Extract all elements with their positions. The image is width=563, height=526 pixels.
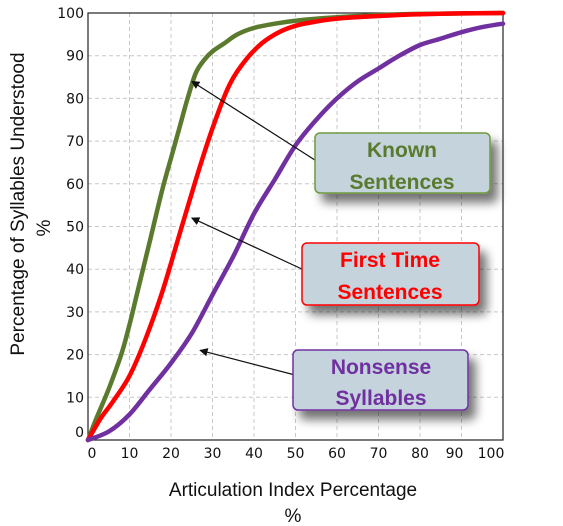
callout-arrow xyxy=(191,80,319,163)
y-tick-label: 100 xyxy=(57,6,84,22)
callout-arrow xyxy=(199,348,296,376)
x-tick-label: 30 xyxy=(204,446,222,462)
callout-arrow xyxy=(190,217,305,271)
x-tick-label: 0 xyxy=(88,446,97,462)
x-tick-label: 10 xyxy=(121,446,139,462)
y-tick-label: 80 xyxy=(66,91,84,107)
x-axis-unit: % xyxy=(285,506,302,526)
y-tick-label: 60 xyxy=(66,177,84,193)
series-lines xyxy=(85,10,506,443)
callout-first-time-sentences: First Time Sentences xyxy=(190,217,480,306)
plot-area xyxy=(87,12,504,441)
callout-line1: First Time xyxy=(340,249,440,272)
callouts: Known Sentences First Time Sentences Nonsens… xyxy=(190,80,491,411)
y-tick-label: 40 xyxy=(66,262,84,278)
callout-line1: Nonsense xyxy=(331,356,431,379)
y-tick-label: 30 xyxy=(66,305,84,321)
callout-line2: Syllables xyxy=(335,387,426,410)
x-tick-label: 90 xyxy=(446,446,464,462)
y-tick-label: 0 xyxy=(75,425,84,441)
x-tick-label: 20 xyxy=(162,446,180,462)
y-axis-title: Percentage of Syllables Understood xyxy=(8,52,29,355)
series-nonsense-syllables xyxy=(85,21,506,443)
y-axis-ticks: 0 10 20 30 40 50 60 70 80 90 100 xyxy=(57,6,84,441)
callout-box xyxy=(292,349,469,411)
callout-known-sentences: Known Sentences xyxy=(191,80,491,194)
x-tick-label: 40 xyxy=(245,446,263,462)
series-first-time-sentences xyxy=(85,10,506,443)
callout-line2: Sentences xyxy=(349,171,454,194)
x-tick-label: 70 xyxy=(370,446,388,462)
x-axis-ticks: 0 10 20 30 40 50 60 70 80 90 100 xyxy=(88,446,505,462)
x-axis-title: Articulation Index Percentage xyxy=(169,480,417,501)
y-tick-label: 70 xyxy=(66,134,84,150)
x-tick-label: 80 xyxy=(411,446,429,462)
y-tick-label: 10 xyxy=(66,390,84,406)
callout-box xyxy=(314,132,491,194)
x-tick-label: 100 xyxy=(478,446,505,462)
x-tick-label: 60 xyxy=(328,446,346,462)
y-axis-unit: % xyxy=(34,219,55,236)
callout-line2: Sentences xyxy=(337,281,442,304)
y-tick-label: 20 xyxy=(66,348,84,364)
x-tick-label: 50 xyxy=(287,446,305,462)
callout-line1: Known xyxy=(367,139,437,162)
y-tick-label: 50 xyxy=(66,220,84,236)
callout-nonsense-syllables: Nonsense Syllables xyxy=(199,348,469,411)
callout-box xyxy=(301,242,480,306)
y-tick-label: 90 xyxy=(66,49,84,65)
